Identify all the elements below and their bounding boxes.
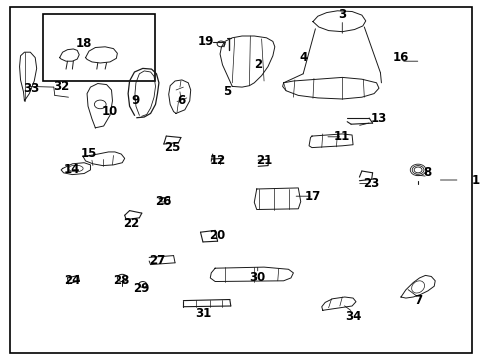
Text: 24: 24 [64,274,81,287]
Text: 18: 18 [76,37,92,50]
Text: 30: 30 [249,271,265,284]
Text: 31: 31 [194,307,211,320]
Text: 23: 23 [363,177,379,190]
Text: 15: 15 [81,147,97,159]
Text: 14: 14 [64,163,81,176]
Text: 22: 22 [122,217,139,230]
Text: 16: 16 [392,51,408,64]
Text: 34: 34 [344,310,361,323]
Text: 19: 19 [197,35,213,48]
Text: 33: 33 [23,82,40,95]
Text: 6: 6 [177,94,184,107]
Text: 2: 2 [254,58,262,71]
Text: 8: 8 [423,166,431,179]
Text: 27: 27 [149,255,165,267]
Text: 21: 21 [255,154,272,167]
Text: 13: 13 [370,112,386,125]
Bar [43,14,154,81]
Text: 17: 17 [304,190,321,203]
Text: 9: 9 [132,94,140,107]
Text: 25: 25 [163,141,180,154]
Text: 3: 3 [338,8,346,21]
Text: 5: 5 [223,85,231,98]
Text: 1: 1 [471,174,479,186]
Text: 11: 11 [333,130,350,143]
Text: 10: 10 [102,105,118,118]
Text: 28: 28 [113,274,129,287]
Text: 7: 7 [413,294,421,307]
Text: 20: 20 [209,229,225,242]
Text: 26: 26 [154,195,171,208]
Text: 29: 29 [133,282,150,294]
Text: 4: 4 [299,51,306,64]
Text: 12: 12 [209,154,225,167]
Text: 32: 32 [53,80,69,93]
